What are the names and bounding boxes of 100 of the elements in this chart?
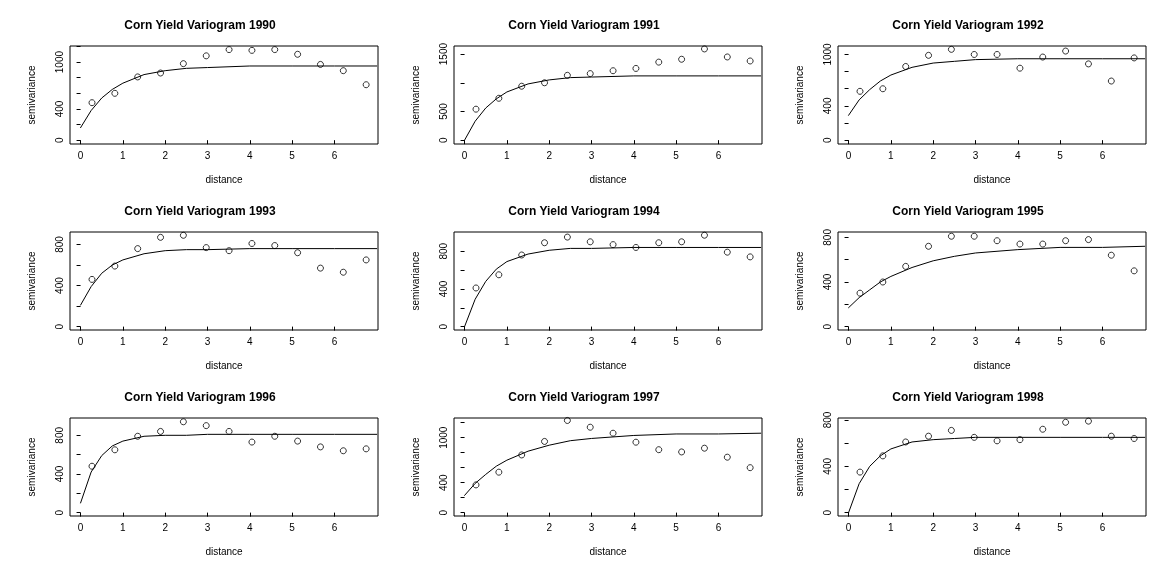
point xyxy=(970,232,978,240)
point xyxy=(586,423,594,431)
y-tick-label: 400 xyxy=(53,465,65,483)
point xyxy=(362,445,370,453)
point xyxy=(586,238,594,246)
x-tick-label: 2 xyxy=(162,521,169,533)
point xyxy=(700,231,708,239)
point xyxy=(339,67,347,75)
point xyxy=(202,52,210,60)
point xyxy=(970,433,978,441)
point xyxy=(134,432,142,440)
y-axis-title: semivariance xyxy=(793,437,805,497)
point xyxy=(1130,54,1138,62)
point xyxy=(902,438,910,446)
point xyxy=(294,437,302,445)
point xyxy=(271,432,279,440)
y-tick-label: 800 xyxy=(821,228,833,246)
point xyxy=(472,481,480,489)
point xyxy=(1130,435,1138,442)
x-tick-label: 1 xyxy=(888,521,895,533)
x-tick-label: 3 xyxy=(972,521,979,533)
point xyxy=(879,452,887,460)
point xyxy=(225,46,233,54)
x-tick-label: 3 xyxy=(588,335,595,347)
point xyxy=(970,50,978,58)
point xyxy=(1107,77,1115,85)
chart-title: Corn Yield Variogram 1991 xyxy=(508,18,661,32)
y-tick-label: 1000 xyxy=(53,50,65,74)
x-tick-label: 5 xyxy=(673,149,680,161)
y-tick-label: 400 xyxy=(821,273,833,291)
point xyxy=(563,416,571,424)
point xyxy=(700,444,708,452)
x-tick-label: 1 xyxy=(120,335,127,347)
x-tick-label: 0 xyxy=(461,335,468,347)
y-tick-label: 1000 xyxy=(821,42,833,66)
x-tick-label: 0 xyxy=(77,149,84,161)
point xyxy=(1107,251,1115,259)
point xyxy=(518,251,526,259)
point xyxy=(947,232,955,240)
x-tick-label: 5 xyxy=(289,149,296,161)
point xyxy=(1016,64,1024,72)
point xyxy=(472,105,480,113)
x-tick-label: 3 xyxy=(204,335,211,347)
point xyxy=(1039,240,1047,248)
chart-title: Corn Yield Variogram 1990 xyxy=(124,18,277,32)
x-tick-label: 4 xyxy=(247,521,254,533)
point xyxy=(879,85,887,93)
y-tick-label: 0 xyxy=(821,136,833,143)
y-axis-title: semivariance xyxy=(25,251,37,311)
y-tick-label: 800 xyxy=(437,242,449,260)
point xyxy=(518,451,526,459)
x-tick-label: 6 xyxy=(715,335,722,347)
y-axis-title: semivariance xyxy=(409,437,421,497)
x-tick-label: 3 xyxy=(588,149,595,161)
point xyxy=(1084,417,1092,425)
point xyxy=(856,289,864,297)
point xyxy=(111,446,119,454)
x-tick-label: 6 xyxy=(715,521,722,533)
point xyxy=(655,58,663,66)
point xyxy=(563,71,571,79)
x-tick-label: 5 xyxy=(289,335,296,347)
x-tick-label: 5 xyxy=(1057,149,1064,161)
x-tick-label: 5 xyxy=(673,521,680,533)
point xyxy=(993,237,1001,245)
x-tick-label: 0 xyxy=(845,149,852,161)
x-tick-label: 4 xyxy=(247,149,254,161)
x-tick-label: 5 xyxy=(289,521,296,533)
x-tick-label: 2 xyxy=(546,149,553,161)
y-tick-label: 500 xyxy=(437,102,449,120)
point xyxy=(723,53,731,61)
point xyxy=(902,262,910,270)
y-tick-label: 0 xyxy=(53,323,65,330)
chart-title: Corn Yield Variogram 1995 xyxy=(892,204,1045,218)
point xyxy=(134,245,142,253)
y-tick-label: 800 xyxy=(53,426,65,444)
point xyxy=(925,242,933,250)
point xyxy=(111,89,119,97)
point xyxy=(609,429,617,437)
point xyxy=(746,253,754,261)
point xyxy=(856,87,864,95)
x-tick-label: 5 xyxy=(673,335,680,347)
point xyxy=(1039,425,1047,433)
point xyxy=(111,262,119,270)
point xyxy=(632,64,640,72)
x-axis-title: distance xyxy=(973,545,1012,557)
chart-title: Corn Yield Variogram 1996 xyxy=(124,390,277,404)
x-tick-label: 1 xyxy=(504,335,511,347)
point xyxy=(563,233,571,241)
point xyxy=(993,50,1001,58)
x-tick-label: 3 xyxy=(972,149,979,161)
chart-title: Corn Yield Variogram 1998 xyxy=(892,390,1045,404)
x-tick-label: 0 xyxy=(77,335,84,347)
x-tick-label: 0 xyxy=(845,521,852,533)
point xyxy=(202,244,210,252)
y-tick-label: 400 xyxy=(53,276,65,294)
x-tick-label: 3 xyxy=(204,149,211,161)
x-tick-label: 4 xyxy=(1015,521,1022,533)
point xyxy=(586,70,594,78)
x-tick-label: 3 xyxy=(204,521,211,533)
y-axis-title: semivariance xyxy=(25,437,37,497)
